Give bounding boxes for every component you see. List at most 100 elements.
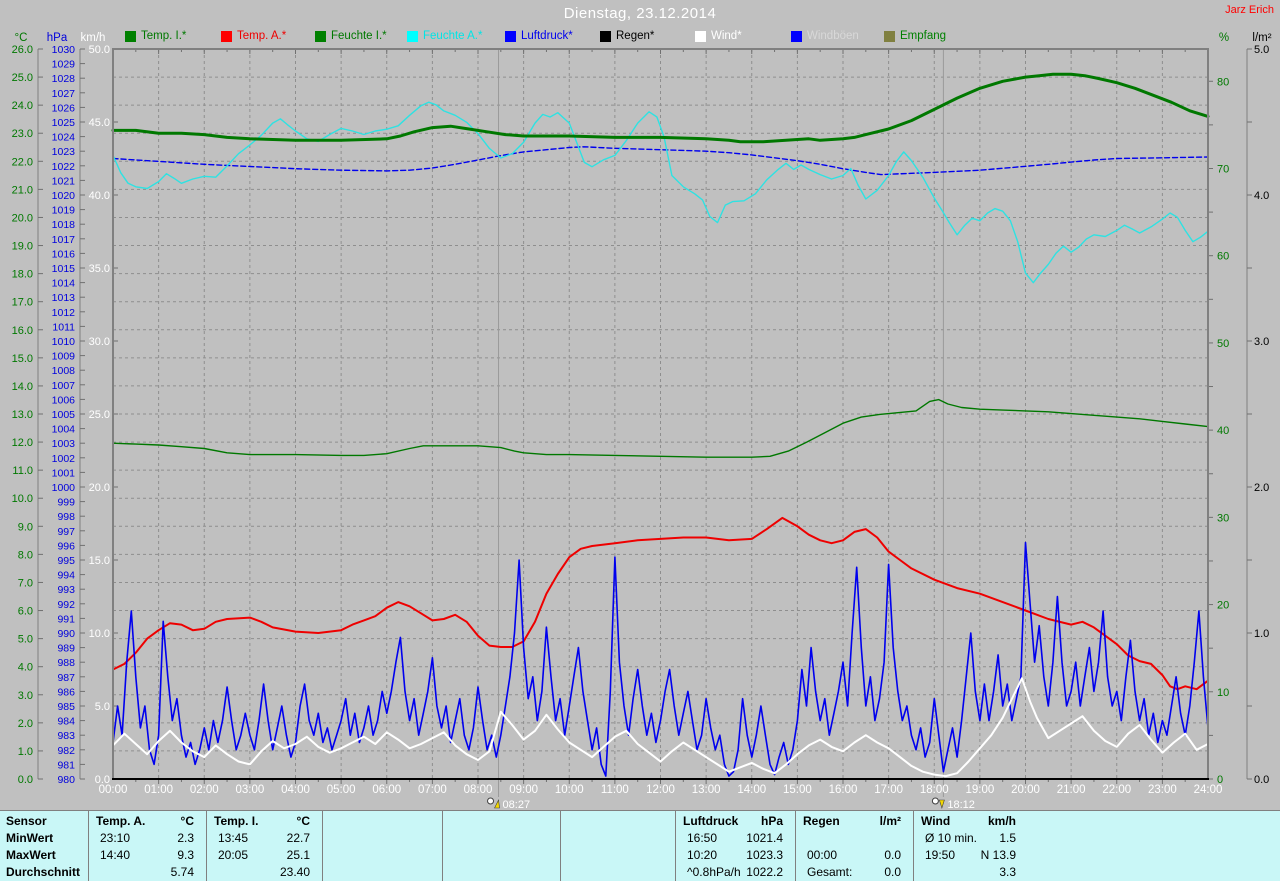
table-row-label: Sensor	[6, 814, 47, 828]
axis-label-rain_lm2: 2.0	[1254, 482, 1269, 494]
axis-label-pressure_hpa: 998	[57, 511, 75, 523]
axis-header-rain_lm2: l/m²	[1252, 32, 1271, 44]
axis-label-pressure_hpa: 984	[57, 716, 75, 728]
table-cell-time: Gesamt:	[807, 865, 853, 879]
legend-item-feuchte-a-[interactable]: Feuchte A.*	[407, 29, 482, 43]
axis-label-pressure_hpa: 1000	[52, 482, 76, 494]
legend-item-luftdruck-[interactable]: Luftdruck*	[505, 29, 573, 43]
table-cell-value: 1.5	[999, 831, 1016, 845]
axis-label-pressure_hpa: 1004	[52, 424, 76, 436]
sunrise-marker: 08:27	[487, 797, 531, 811]
axis-label-pressure_hpa: 1022	[52, 161, 76, 173]
axis-label-pressure_hpa: 987	[57, 672, 75, 684]
series-feuchte-a-line	[112, 101, 1209, 284]
legend-label: Feuchte A.*	[423, 30, 483, 42]
table-cell-time: Ø 10 min.	[925, 831, 978, 845]
x-axis-label: 18:00	[920, 784, 949, 796]
legend-item-windb-en[interactable]: Windböen	[791, 29, 859, 43]
legend-item-wind-[interactable]: Wind*	[695, 29, 742, 43]
axis-label-wind_kmh: 10.0	[89, 628, 110, 640]
axis-label-pressure_hpa: 1008	[52, 365, 76, 377]
axis-label-pressure_hpa: 1016	[52, 248, 76, 260]
axis-label-pressure_hpa: 997	[57, 526, 75, 538]
legend-label: Temp. I.*	[141, 30, 187, 42]
x-axis-label: 02:00	[190, 784, 219, 796]
table-separator	[560, 811, 561, 881]
table-row-label: MaxWert	[6, 848, 56, 862]
sunrise-time: 08:27	[503, 799, 531, 811]
axis-label-pressure_hpa: 983	[57, 730, 75, 742]
x-axis-label: 20:00	[1011, 784, 1040, 796]
axis-label-temp_c: 17.0	[12, 297, 33, 309]
axis-label-pressure_hpa: 1007	[52, 380, 76, 392]
legend-item-empfang[interactable]: Empfang	[884, 29, 946, 43]
legend-swatch-icon	[221, 30, 232, 42]
x-axis-label: 22:00	[1102, 784, 1131, 796]
axis-label-temp_c: 26.0	[12, 44, 33, 56]
axis-label-pressure_hpa: 1003	[52, 438, 76, 450]
axis-label-pressure_hpa: 1002	[52, 453, 76, 465]
axis-header-humidity_pct: %	[1219, 32, 1229, 44]
table-cell-value: 2.3	[177, 831, 194, 845]
table-separator	[913, 811, 914, 881]
axis-label-wind_kmh: 45.0	[89, 117, 110, 129]
table-header-sensor: Temp. A.	[96, 814, 146, 828]
axis-label-pressure_hpa: 1017	[52, 234, 76, 246]
table-cell-value: 1022.2	[746, 865, 783, 879]
table-cell-time: 23:10	[100, 831, 131, 845]
axis-label-pressure_hpa: 982	[57, 745, 75, 757]
x-axis-label: 15:00	[783, 784, 812, 796]
table-row-label: Durchschnitt	[6, 865, 81, 879]
legend-item-regen-[interactable]: Regen*	[600, 29, 654, 43]
axis-label-pressure_hpa: 986	[57, 686, 75, 698]
table-header-sensor: Wind	[921, 814, 951, 828]
series-feuchte-i-line	[112, 398, 1209, 458]
table-row-label: MinWert	[6, 831, 54, 845]
axis-label-temp_c: 15.0	[12, 353, 33, 365]
sunset-time: 18:12	[947, 799, 975, 811]
axis-label-pressure_hpa: 1018	[52, 219, 76, 231]
legend-item-temp-a-[interactable]: Temp. A.*	[221, 29, 286, 43]
axis-label-pressure_hpa: 996	[57, 540, 75, 552]
x-axis-label: 17:00	[874, 784, 903, 796]
user-name: Jarz Erich	[1225, 4, 1274, 16]
axis-label-pressure_hpa: 1001	[52, 467, 76, 479]
axis-label-pressure_hpa: 981	[57, 759, 75, 771]
table-cell-value: 1023.3	[746, 848, 783, 862]
axis-label-pressure_hpa: 980	[57, 774, 75, 786]
x-axis-label: 24:00	[1194, 784, 1223, 796]
axis-label-wind_kmh: 25.0	[89, 409, 110, 421]
legend-label: Regen*	[616, 30, 655, 42]
axis-label-pressure_hpa: 1009	[52, 351, 76, 363]
axis-label-temp_c: 8.0	[18, 549, 33, 561]
sunset-sun-icon	[931, 797, 939, 805]
legend-swatch-icon	[125, 30, 136, 42]
axis-label-temp_c: 5.0	[18, 634, 33, 646]
legend: Temp. I.* Temp. A.* Feuchte I.* Feuchte A.*…	[0, 29, 1280, 47]
legend-label: Feuchte I.*	[331, 30, 387, 42]
axis-label-temp_c: 3.0	[18, 690, 33, 702]
axis-label-pressure_hpa: 1023	[52, 146, 76, 158]
legend-swatch-icon	[407, 30, 418, 42]
table-cell-time: 10:20	[687, 848, 718, 862]
axis-label-temp_c: 16.0	[12, 325, 33, 337]
axis-label-pressure_hpa: 1025	[52, 117, 76, 129]
table-separator	[795, 811, 796, 881]
axis-label-temp_c: 19.0	[12, 241, 33, 253]
axis-label-pressure_hpa: 992	[57, 599, 75, 611]
axis-label-pressure_hpa: 1020	[52, 190, 76, 202]
table-header-unit: °C	[296, 814, 310, 828]
axis-label-pressure_hpa: 1026	[52, 102, 76, 114]
x-axis-label: 04:00	[281, 784, 310, 796]
axis-label-temp_c: 10.0	[12, 493, 33, 505]
axis-label-pressure_hpa: 1019	[52, 205, 76, 217]
legend-item-temp-i-[interactable]: Temp. I.*	[125, 29, 186, 43]
axis-label-rain_lm2: 0.0	[1254, 774, 1269, 786]
x-axis-label: 00:00	[99, 784, 128, 796]
axis-label-rain_lm2: 3.0	[1254, 336, 1269, 348]
table-cell-time: 20:05	[218, 848, 249, 862]
axis-label-temp_c: 7.0	[18, 577, 33, 589]
table-cell-value: 5.74	[170, 865, 194, 879]
legend-item-feuchte-i-[interactable]: Feuchte I.*	[315, 29, 387, 43]
